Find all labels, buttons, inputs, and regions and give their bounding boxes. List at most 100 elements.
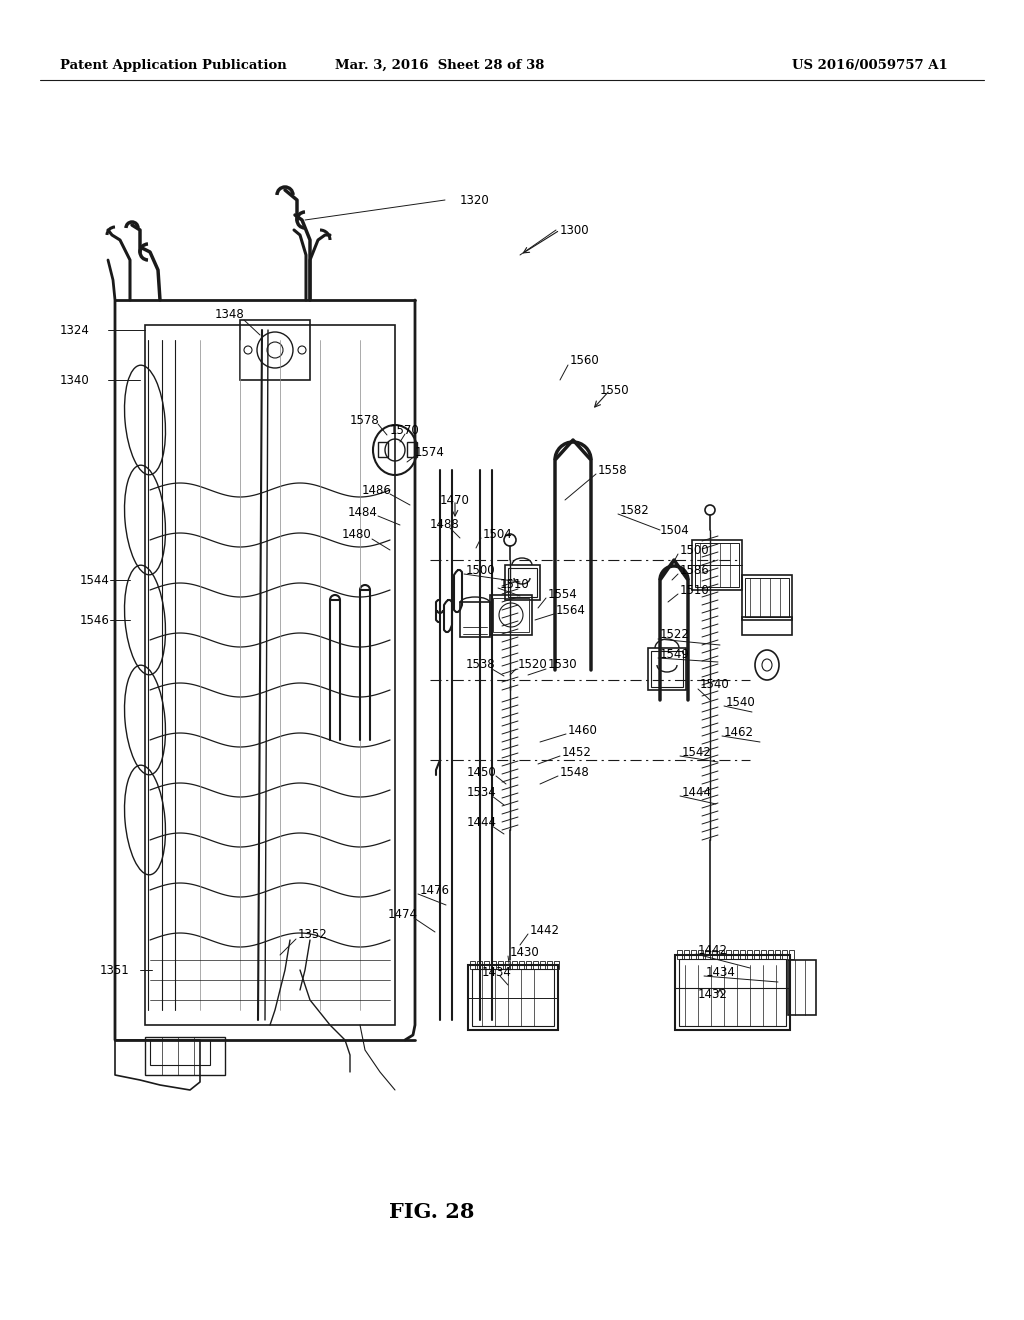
Text: 1484: 1484: [348, 506, 378, 519]
Bar: [761, 950, 766, 960]
Text: Patent Application Publication: Patent Application Publication: [60, 58, 287, 71]
Text: 1530: 1530: [548, 659, 578, 672]
Bar: [692, 540, 742, 590]
Text: 1444: 1444: [682, 785, 712, 799]
Bar: [742, 576, 792, 620]
Text: 1586: 1586: [680, 564, 710, 577]
Text: 1500: 1500: [466, 564, 496, 577]
Bar: [675, 954, 790, 1030]
Bar: [240, 319, 310, 380]
Text: 1462: 1462: [724, 726, 754, 738]
Text: 1510: 1510: [500, 578, 529, 590]
Text: 1300: 1300: [560, 223, 590, 236]
Text: 1510: 1510: [680, 583, 710, 597]
Text: Mar. 3, 2016  Sheet 28 of 38: Mar. 3, 2016 Sheet 28 of 38: [335, 58, 545, 71]
Text: 1320: 1320: [460, 194, 489, 206]
Bar: [493, 598, 529, 632]
Bar: [512, 961, 517, 969]
Text: 1554: 1554: [548, 587, 578, 601]
Bar: [508, 568, 537, 597]
Text: 1570: 1570: [390, 424, 420, 437]
Bar: [788, 960, 816, 1015]
Text: 1582: 1582: [620, 503, 650, 516]
Text: 1480: 1480: [342, 528, 372, 541]
Bar: [145, 1038, 225, 1074]
Text: 1470: 1470: [440, 494, 470, 507]
Bar: [648, 648, 686, 690]
Bar: [484, 961, 489, 969]
Text: 1548: 1548: [560, 766, 590, 779]
Text: 1351: 1351: [100, 964, 130, 977]
Text: 1352: 1352: [298, 928, 328, 941]
Bar: [477, 961, 482, 969]
Bar: [490, 595, 532, 635]
Text: 1522: 1522: [660, 628, 690, 642]
Text: 1476: 1476: [420, 883, 450, 896]
Text: 1442: 1442: [698, 944, 728, 957]
Bar: [460, 602, 490, 638]
Bar: [519, 961, 524, 969]
Bar: [691, 950, 696, 960]
Text: 1432: 1432: [698, 987, 728, 1001]
Bar: [740, 950, 745, 960]
Bar: [150, 1040, 210, 1065]
Text: 1560: 1560: [570, 354, 600, 367]
Bar: [726, 950, 731, 960]
Text: 1452: 1452: [562, 746, 592, 759]
Text: 1542: 1542: [682, 746, 712, 759]
Bar: [490, 961, 496, 969]
Bar: [407, 442, 417, 457]
Text: 1538: 1538: [466, 659, 496, 672]
Bar: [651, 651, 683, 686]
Bar: [505, 565, 540, 601]
Bar: [705, 950, 710, 960]
Bar: [768, 950, 773, 960]
Bar: [684, 950, 689, 960]
Bar: [526, 961, 531, 969]
Bar: [695, 543, 739, 587]
Bar: [470, 961, 475, 969]
Bar: [775, 950, 780, 960]
Text: 1434: 1434: [482, 965, 512, 978]
Text: 1340: 1340: [60, 374, 90, 387]
Bar: [145, 325, 395, 1026]
Bar: [698, 950, 703, 960]
Bar: [677, 950, 682, 960]
Text: 1460: 1460: [568, 723, 598, 737]
Text: 1550: 1550: [600, 384, 630, 396]
Bar: [498, 961, 503, 969]
Text: 1450: 1450: [467, 766, 497, 779]
Bar: [468, 965, 558, 1030]
Text: 1348: 1348: [215, 309, 245, 322]
Text: 1540: 1540: [700, 678, 730, 692]
Text: 1488: 1488: [430, 517, 460, 531]
Bar: [782, 950, 787, 960]
Bar: [742, 616, 792, 635]
Text: US 2016/0059757 A1: US 2016/0059757 A1: [793, 58, 948, 71]
Bar: [505, 961, 510, 969]
Bar: [719, 950, 724, 960]
Text: 1574: 1574: [415, 446, 444, 458]
Text: 1520: 1520: [518, 659, 548, 672]
Bar: [712, 950, 717, 960]
Text: 1444: 1444: [467, 816, 497, 829]
Text: 1504: 1504: [660, 524, 690, 536]
Text: 1549: 1549: [660, 648, 690, 660]
Text: 1564: 1564: [556, 603, 586, 616]
Text: 1430: 1430: [510, 945, 540, 958]
Text: 1486: 1486: [362, 483, 392, 496]
Text: FIG. 28: FIG. 28: [389, 1203, 475, 1222]
Text: 1558: 1558: [598, 463, 628, 477]
Text: 1534: 1534: [467, 785, 497, 799]
Bar: [540, 961, 545, 969]
Text: 1544: 1544: [80, 573, 110, 586]
Text: 1504: 1504: [483, 528, 513, 540]
Text: 1324: 1324: [60, 323, 90, 337]
Bar: [554, 961, 559, 969]
Text: 1500: 1500: [680, 544, 710, 557]
Bar: [745, 578, 790, 616]
Text: 1546: 1546: [80, 614, 110, 627]
Text: 1434: 1434: [706, 965, 736, 978]
Text: 1474: 1474: [388, 908, 418, 920]
Bar: [378, 442, 388, 457]
